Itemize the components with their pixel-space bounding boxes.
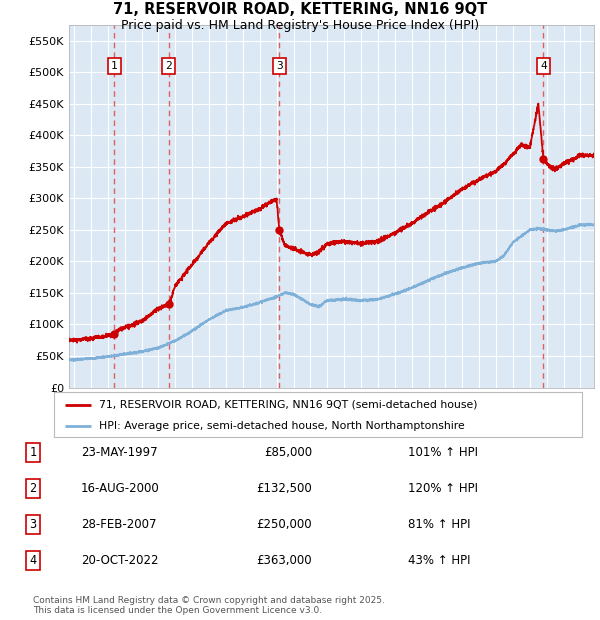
Text: 4: 4 xyxy=(540,61,547,71)
Text: 120% ↑ HPI: 120% ↑ HPI xyxy=(408,482,478,495)
Text: 71, RESERVOIR ROAD, KETTERING, NN16 9QT (semi-detached house): 71, RESERVOIR ROAD, KETTERING, NN16 9QT … xyxy=(99,399,478,410)
Text: 1: 1 xyxy=(111,61,118,71)
Text: 2: 2 xyxy=(29,482,37,495)
Text: HPI: Average price, semi-detached house, North Northamptonshire: HPI: Average price, semi-detached house,… xyxy=(99,421,464,431)
Text: 43% ↑ HPI: 43% ↑ HPI xyxy=(408,554,470,567)
Text: 16-AUG-2000: 16-AUG-2000 xyxy=(81,482,160,495)
Text: £363,000: £363,000 xyxy=(256,554,312,567)
Text: 20-OCT-2022: 20-OCT-2022 xyxy=(81,554,158,567)
Text: 3: 3 xyxy=(29,518,37,531)
Text: Price paid vs. HM Land Registry's House Price Index (HPI): Price paid vs. HM Land Registry's House … xyxy=(121,19,479,32)
Text: 28-FEB-2007: 28-FEB-2007 xyxy=(81,518,157,531)
Text: £132,500: £132,500 xyxy=(256,482,312,495)
Text: 101% ↑ HPI: 101% ↑ HPI xyxy=(408,446,478,459)
Text: £250,000: £250,000 xyxy=(256,518,312,531)
Text: 71, RESERVOIR ROAD, KETTERING, NN16 9QT: 71, RESERVOIR ROAD, KETTERING, NN16 9QT xyxy=(113,2,487,17)
Text: Contains HM Land Registry data © Crown copyright and database right 2025.
This d: Contains HM Land Registry data © Crown c… xyxy=(33,596,385,615)
Text: 3: 3 xyxy=(276,61,283,71)
Text: 2: 2 xyxy=(166,61,172,71)
Text: 23-MAY-1997: 23-MAY-1997 xyxy=(81,446,158,459)
Text: 1: 1 xyxy=(29,446,37,459)
Text: £85,000: £85,000 xyxy=(264,446,312,459)
Text: 4: 4 xyxy=(29,554,37,567)
Text: 81% ↑ HPI: 81% ↑ HPI xyxy=(408,518,470,531)
